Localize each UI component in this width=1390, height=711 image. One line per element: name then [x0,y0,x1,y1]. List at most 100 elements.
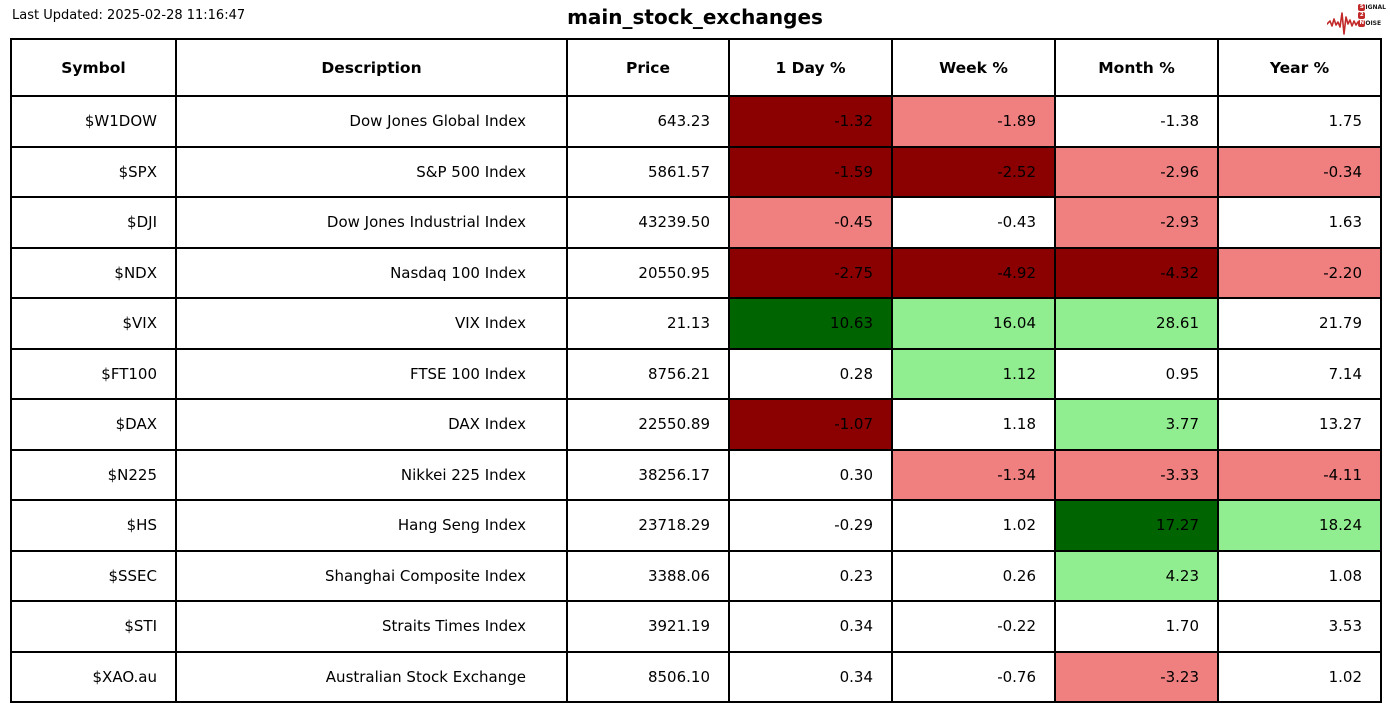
table-row: $SSEC Shanghai Composite Index 3388.06 0.23… [10,549,1382,602]
week-percent-cell: -0.22 [891,600,1056,653]
year-percent-cell: 21.79 [1217,297,1382,350]
table-header-row: Symbol Description Price 1 Day % Week % Month… [10,38,1382,97]
description-cell: Dow Jones Industrial Index [175,196,568,249]
month-percent-cell: -3.23 [1054,650,1219,703]
symbol-cell: $W1DOW [10,95,177,148]
week-percent-cell: -2.52 [891,145,1056,198]
day-percent-cell: -0.29 [728,499,893,552]
logo-letter-2: 2 [1358,12,1366,19]
page-title: main_stock_exchanges [567,5,823,29]
table-row: $DAX DAX Index 22550.89 -1.07 1.18 3.77 13.27 [10,398,1382,451]
year-percent-cell: 7.14 [1217,347,1382,400]
symbol-cell: $FT100 [10,347,177,400]
table-row: $FT100 FTSE 100 Index 8756.21 0.28 1.12 0.95 7… [10,347,1382,400]
table-row: $DJI Dow Jones Industrial Index 43239.50 -0… [10,196,1382,249]
table-row: $VIX VIX Index 21.13 10.63 16.04 28.61 21.79 [10,297,1382,350]
logo-word-oise: OISE [1365,20,1382,27]
symbol-cell: $DAX [10,398,177,451]
description-cell: Dow Jones Global Index [175,95,568,148]
price-cell: 21.13 [566,297,730,350]
month-percent-cell: -4.32 [1054,246,1219,299]
table-row: $W1DOW Dow Jones Global Index 643.23 -1.32-… [10,95,1382,148]
day-percent-cell: -1.07 [728,398,893,451]
year-percent-cell: 3.53 [1217,600,1382,653]
day-percent-cell: -0.45 [728,196,893,249]
week-percent-cell: -4.92 [891,246,1056,299]
day-percent-cell: 10.63 [728,297,893,350]
week-percent-cell: -1.89 [891,95,1056,148]
symbol-cell: $HS [10,499,177,552]
month-percent-cell: 1.70 [1054,600,1219,653]
description-cell: Shanghai Composite Index [175,549,568,602]
year-percent-cell: 1.63 [1217,196,1382,249]
day-percent-cell: -1.32 [728,95,893,148]
price-cell: 38256.17 [566,448,730,501]
price-cell: 5861.57 [566,145,730,198]
column-header-year-: Year % [1217,38,1382,97]
symbol-cell: $SPX [10,145,177,198]
day-percent-cell: 0.23 [728,549,893,602]
symbol-cell: $STI [10,600,177,653]
symbol-cell: $N225 [10,448,177,501]
week-percent-cell: -0.76 [891,650,1056,703]
column-header-week-: Week % [891,38,1056,97]
table-row: $XAO.au Australian Stock Exchange 8506.10 0… [10,650,1382,703]
day-percent-cell: 0.34 [728,600,893,653]
column-header-1-day-: 1 Day % [728,38,893,97]
description-cell: DAX Index [175,398,568,451]
logo-letter-s: S [1358,4,1366,11]
year-percent-cell: -2.20 [1217,246,1382,299]
year-percent-cell: -4.11 [1217,448,1382,501]
description-cell: Hang Seng Index [175,499,568,552]
year-percent-cell: 18.24 [1217,499,1382,552]
table-row: $NDX Nasdaq 100 Index 20550.95 -2.75 -4.92 -4… [10,246,1382,299]
week-percent-cell: 16.04 [891,297,1056,350]
day-percent-cell: 0.30 [728,448,893,501]
exchange-table: Symbol Description Price 1 Day % Week % Month… [10,38,1382,703]
logo-word-ignal: IGNAL [1365,4,1386,11]
month-percent-cell: -3.33 [1054,448,1219,501]
description-cell: FTSE 100 Index [175,347,568,400]
price-cell: 23718.29 [566,499,730,552]
year-percent-cell: 13.27 [1217,398,1382,451]
symbol-cell: $NDX [10,246,177,299]
month-percent-cell: 0.95 [1054,347,1219,400]
symbol-cell: $SSEC [10,549,177,602]
description-cell: Australian Stock Exchange [175,650,568,703]
price-cell: 8506.10 [566,650,730,703]
month-percent-cell: 28.61 [1054,297,1219,350]
week-percent-cell: -1.34 [891,448,1056,501]
month-percent-cell: 4.23 [1054,549,1219,602]
column-header-description: Description [175,38,568,97]
week-percent-cell: 1.02 [891,499,1056,552]
year-percent-cell: 1.08 [1217,549,1382,602]
price-cell: 43239.50 [566,196,730,249]
price-cell: 20550.95 [566,246,730,299]
month-percent-cell: 17.27 [1054,499,1219,552]
price-cell: 8756.21 [566,347,730,400]
logo-text: S IGNAL 2 N OISE [1358,4,1386,27]
column-header-symbol: Symbol [10,38,177,97]
logo-letter-n: N [1358,20,1366,27]
symbol-cell: $XAO.au [10,650,177,703]
description-cell: VIX Index [175,297,568,350]
price-cell: 22550.89 [566,398,730,451]
day-percent-cell: -1.59 [728,145,893,198]
week-percent-cell: 1.12 [891,347,1056,400]
description-cell: Nasdaq 100 Index [175,246,568,299]
price-cell: 3388.06 [566,549,730,602]
description-cell: Straits Times Index [175,600,568,653]
signal2noise-logo: S IGNAL 2 N OISE [1327,1,1387,38]
last-updated-text: Last Updated: 2025-02-28 11:16:47 [12,8,246,23]
column-header-month-: Month % [1054,38,1219,97]
week-percent-cell: 1.18 [891,398,1056,451]
day-percent-cell: 0.28 [728,347,893,400]
symbol-cell: $VIX [10,297,177,350]
year-percent-cell: 1.75 [1217,95,1382,148]
description-cell: Nikkei 225 Index [175,448,568,501]
description-cell: S&P 500 Index [175,145,568,198]
table-row: $STI Straits Times Index 3921.19 0.34 -0.22 1… [10,600,1382,653]
week-percent-cell: 0.26 [891,549,1056,602]
table-body: $W1DOW Dow Jones Global Index 643.23 -1.32-… [10,95,1382,703]
column-header-price: Price [566,38,730,97]
